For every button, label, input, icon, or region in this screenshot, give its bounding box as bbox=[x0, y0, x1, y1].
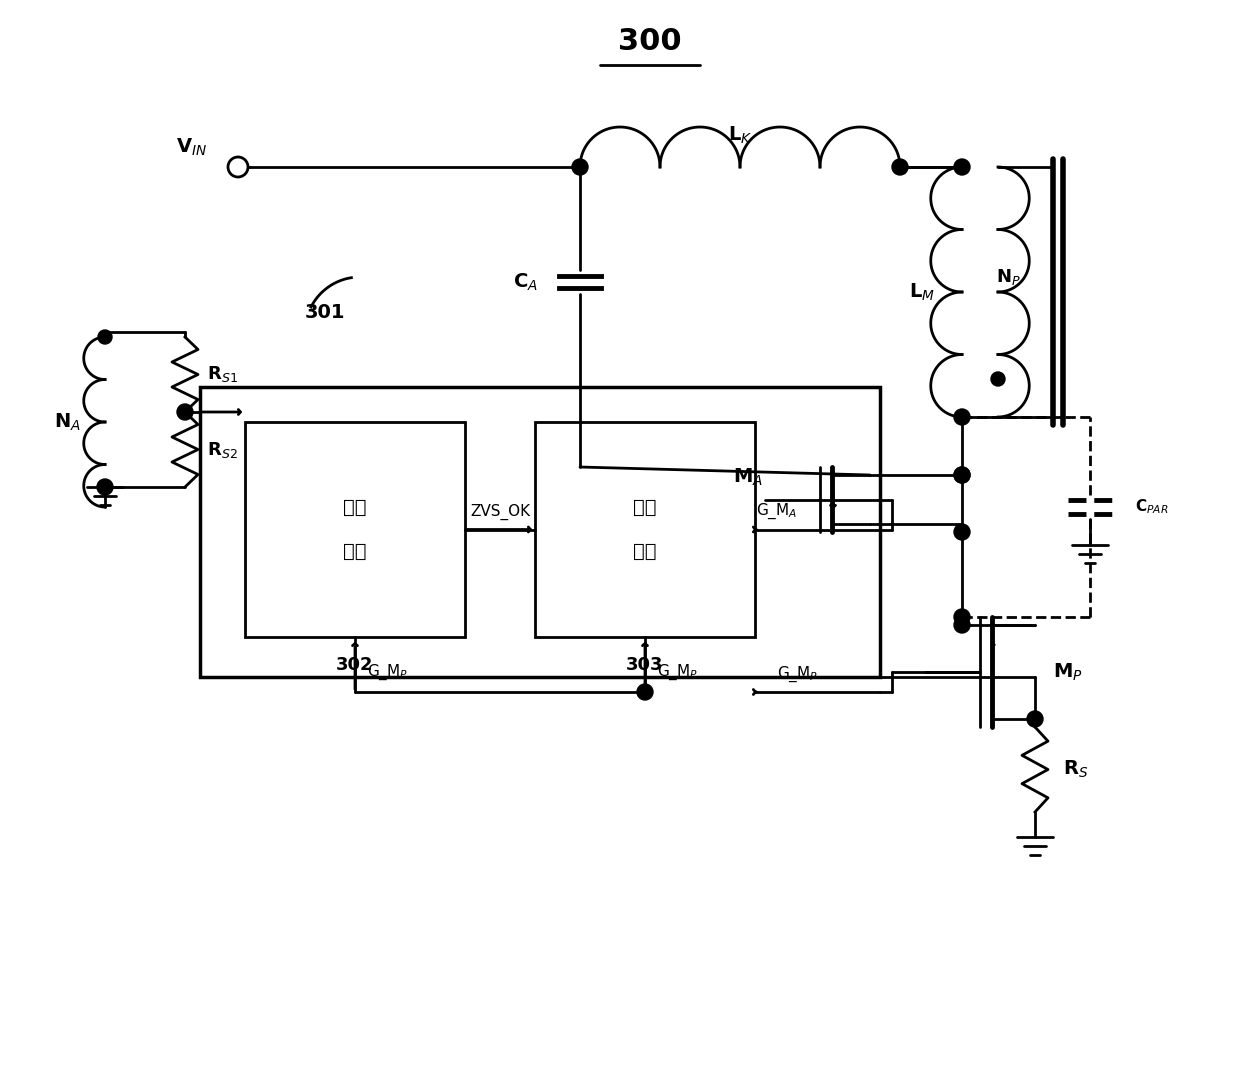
Circle shape bbox=[954, 609, 970, 625]
Text: R$_{S1}$: R$_{S1}$ bbox=[207, 365, 238, 384]
Text: C$_{PAR}$: C$_{PAR}$ bbox=[1135, 497, 1168, 516]
Text: R$_{S}$: R$_{S}$ bbox=[1063, 759, 1089, 780]
Circle shape bbox=[98, 330, 112, 344]
Text: N$_{A}$: N$_{A}$ bbox=[53, 412, 81, 432]
Text: N$_{P}$: N$_{P}$ bbox=[996, 267, 1021, 287]
Text: V$_{IN}$: V$_{IN}$ bbox=[176, 137, 207, 158]
Circle shape bbox=[892, 159, 908, 175]
Text: ZVS_OK: ZVS_OK bbox=[470, 504, 529, 520]
Circle shape bbox=[954, 467, 970, 483]
Circle shape bbox=[637, 684, 653, 700]
Circle shape bbox=[97, 479, 113, 495]
Circle shape bbox=[954, 409, 970, 425]
Text: 302: 302 bbox=[336, 656, 373, 674]
Circle shape bbox=[572, 159, 588, 175]
Text: L$_{K}$: L$_{K}$ bbox=[728, 125, 753, 146]
Text: 控制: 控制 bbox=[634, 498, 657, 517]
Text: C$_{A}$: C$_{A}$ bbox=[512, 271, 537, 292]
Circle shape bbox=[954, 524, 970, 540]
Text: M$_{A}$: M$_{A}$ bbox=[733, 467, 763, 488]
Text: 303: 303 bbox=[626, 656, 663, 674]
Text: M$_{P}$: M$_{P}$ bbox=[1053, 662, 1083, 683]
Text: 单元: 单元 bbox=[634, 542, 657, 561]
Circle shape bbox=[954, 617, 970, 633]
Text: 单元: 单元 bbox=[343, 542, 367, 561]
Circle shape bbox=[177, 404, 193, 420]
Text: G_M$_{P}$: G_M$_{P}$ bbox=[657, 663, 698, 682]
Text: 301: 301 bbox=[305, 303, 345, 321]
Text: 检测: 检测 bbox=[343, 498, 367, 517]
Text: G_M$_{P}$: G_M$_{P}$ bbox=[367, 663, 408, 682]
Circle shape bbox=[991, 372, 1004, 386]
Text: R$_{S2}$: R$_{S2}$ bbox=[207, 440, 238, 460]
Text: G_M$_{A}$: G_M$_{A}$ bbox=[756, 501, 797, 521]
Text: G_M$_{P}$: G_M$_{P}$ bbox=[777, 665, 818, 684]
Circle shape bbox=[954, 467, 970, 483]
Text: 300: 300 bbox=[619, 28, 682, 57]
Circle shape bbox=[954, 159, 970, 175]
Circle shape bbox=[1027, 711, 1043, 727]
Text: L$_{M}$: L$_{M}$ bbox=[909, 282, 935, 303]
